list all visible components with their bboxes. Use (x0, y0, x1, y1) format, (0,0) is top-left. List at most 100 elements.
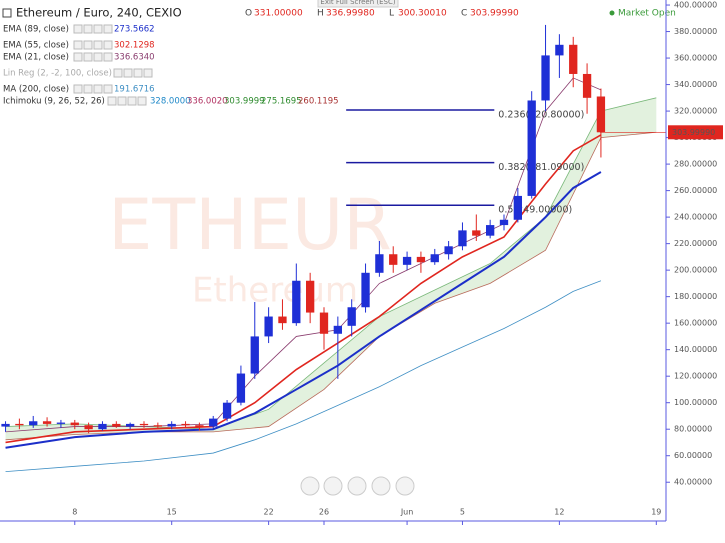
legend-icon (133, 68, 143, 78)
candle-body (264, 316, 273, 337)
ohlc-value: 303.99990 (470, 9, 519, 19)
legend-value: 273.5662 (114, 25, 155, 35)
legend-icon (83, 84, 93, 94)
fib-label: 0.382(281.09000) (498, 162, 584, 173)
legend-icon (83, 24, 93, 34)
legend-icon (113, 68, 123, 78)
x-tick-label: 12 (554, 508, 564, 517)
candle-body (278, 316, 287, 324)
zoom-in[interactable] (371, 476, 391, 496)
legend-icon (123, 68, 133, 78)
ohlc-value: 300.30010 (398, 9, 447, 19)
candle-body (15, 423, 24, 426)
reset[interactable] (347, 476, 367, 496)
legend-icon (143, 68, 153, 78)
y-tick-label: 260.00000 (674, 186, 717, 195)
candle-body (195, 425, 204, 427)
y-tick-label: 140.00000 (674, 345, 717, 354)
legend-name: EMA (89, close) (3, 25, 69, 35)
last-price-tag (668, 125, 723, 140)
candle-body (458, 230, 467, 247)
candle-body (153, 425, 162, 427)
x-tick-label: Jun (400, 508, 414, 517)
candle-body (582, 73, 592, 98)
legend-value: 328.0000 (150, 97, 191, 107)
status: Market Open (618, 9, 676, 19)
y-tick-label: 320.00000 (674, 107, 717, 116)
candle-body (541, 55, 550, 101)
candle-body (472, 230, 481, 236)
scroll-left[interactable] (300, 476, 320, 496)
legend-icon (73, 84, 83, 94)
fib-label: 0.5(249.00000) (498, 205, 572, 216)
candle-body (333, 325, 342, 334)
exit-hint-box (317, 0, 399, 8)
candle-body (1, 423, 10, 427)
candle-body (555, 44, 564, 56)
zoom-out[interactable] (323, 476, 343, 496)
ohlc-key: C (461, 9, 467, 19)
candle-body (222, 402, 232, 419)
y-tick-label: 340.00000 (674, 80, 717, 89)
y-tick-label: 120.00000 (674, 372, 717, 381)
candle-body (112, 423, 121, 427)
candle-body (209, 418, 218, 427)
legend-icon (107, 96, 117, 106)
legend-value: 303.9999 (224, 97, 265, 107)
ohlc-value: 331.00000 (254, 9, 303, 19)
legend-icon (73, 40, 83, 50)
candle-body (29, 421, 38, 426)
candle-body (319, 312, 329, 334)
y-tick-label: 240.00000 (674, 213, 717, 222)
candle-body (347, 307, 356, 326)
candle-body (250, 336, 259, 374)
legend-value: 302.1298 (114, 41, 155, 51)
legend-icon (103, 84, 113, 94)
candle-body (444, 246, 453, 255)
ichimoku-cloud (5, 97, 657, 440)
exit-hint: Exit Full Screen (ESC) (320, 0, 395, 6)
x-tick-label: 15 (167, 508, 177, 517)
y-tick-label: 60.00000 (674, 451, 712, 460)
legend-name: MA (200, close) (3, 85, 69, 95)
legend-icon (103, 24, 113, 34)
y-tick-label: 100.00000 (674, 398, 717, 407)
legend-icon (103, 52, 113, 62)
ohlc-key: L (389, 9, 394, 19)
y-tick-label: 400.00000 (674, 1, 717, 10)
indicator-line (5, 280, 602, 473)
ohlc-key: O (245, 9, 252, 19)
candle-body (513, 195, 522, 220)
legend-icon (73, 24, 83, 34)
ohlc-key: H (317, 9, 324, 19)
legend-name: EMA (55, close) (3, 41, 69, 51)
legend-icon (93, 40, 103, 50)
candle-body (42, 421, 52, 424)
candle-body (416, 256, 426, 263)
candle-body (430, 254, 439, 263)
candle-body (361, 272, 370, 308)
fib-label: 0.236(320.80000) (498, 110, 584, 121)
x-tick-label: 26 (319, 508, 329, 517)
y-tick-label: 380.00000 (674, 27, 717, 36)
candle-body (167, 423, 176, 427)
candle-body (402, 256, 412, 265)
menu-icon (2, 8, 12, 18)
candle-body (98, 423, 107, 430)
legend-icon (117, 96, 127, 106)
legend-icon (83, 52, 93, 62)
legend-icon (103, 40, 113, 50)
candle-body (139, 423, 149, 426)
legend-name: Lin Reg (2, -2, 100, close) (3, 69, 112, 79)
y-tick-label: 360.00000 (674, 54, 717, 63)
scroll-right[interactable] (395, 476, 415, 496)
status-dot (609, 10, 615, 16)
candle-body (389, 254, 398, 265)
watermark: Ethereum (192, 271, 358, 311)
candle-body (375, 254, 384, 273)
legend-value: 336.0020 (187, 97, 228, 107)
y-tick-label: 160.00000 (674, 319, 717, 328)
chart-title: Ethereum / Euro, 240, CEXIO (16, 6, 182, 20)
legend-value: 191.6716 (114, 85, 155, 95)
